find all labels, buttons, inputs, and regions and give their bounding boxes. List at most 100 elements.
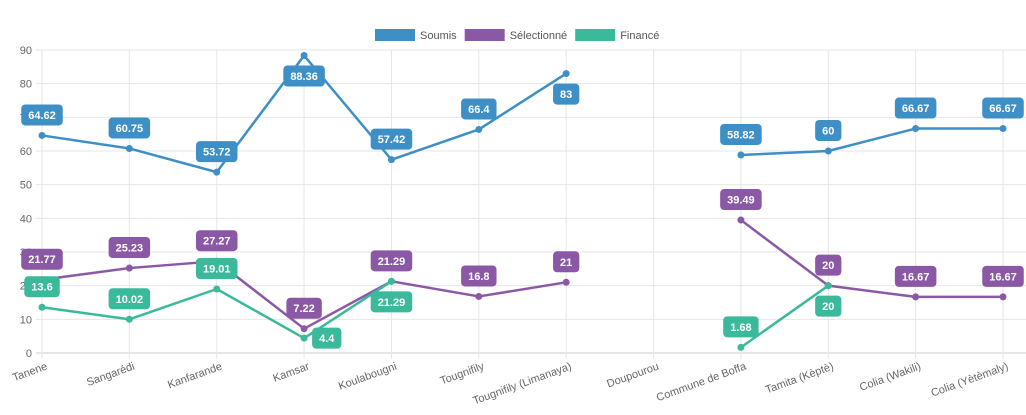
data-point[interactable] [912, 293, 920, 301]
data-point[interactable] [475, 292, 483, 300]
svg-text:13.6: 13.6 [31, 282, 52, 294]
x-tick-label: Koulabougni [337, 361, 399, 393]
data-label: 1.68 [723, 316, 759, 338]
data-label: 27.27 [195, 230, 238, 252]
svg-text:10.02: 10.02 [116, 294, 144, 306]
legend-label[interactable]: Soumis [420, 30, 457, 42]
data-label: 16.67 [982, 265, 1024, 287]
data-label: 88.36 [283, 65, 325, 87]
data-label: 58.82 [720, 123, 762, 145]
y-tick-label: 80 [20, 79, 32, 91]
svg-text:16.67: 16.67 [989, 271, 1017, 283]
y-tick-label: 90 [20, 45, 32, 57]
data-point[interactable] [38, 131, 46, 139]
data-label: 66.4 [461, 98, 497, 120]
svg-text:21.77: 21.77 [28, 254, 56, 266]
data-point[interactable] [912, 125, 920, 133]
y-tick-label: 60 [20, 146, 32, 158]
svg-text:53.72: 53.72 [203, 147, 231, 159]
svg-text:7.22: 7.22 [293, 303, 314, 315]
svg-text:4.4: 4.4 [319, 333, 335, 345]
data-label: 7.22 [286, 297, 322, 319]
data-label: 21.29 [370, 250, 413, 272]
data-point[interactable] [125, 315, 133, 323]
data-point[interactable] [387, 277, 395, 285]
svg-text:20: 20 [822, 260, 834, 272]
data-point[interactable] [125, 144, 133, 152]
data-point[interactable] [213, 285, 221, 293]
data-point[interactable] [737, 216, 745, 224]
x-tick-label: Colia (Yètèmaly) [930, 361, 1011, 400]
legend-swatch[interactable] [375, 29, 415, 41]
data-point[interactable] [387, 156, 395, 164]
data-label: 20 [815, 254, 842, 276]
series-Soumis [38, 52, 1007, 176]
data-label: 21.77 [21, 248, 63, 270]
y-tick-label: 40 [20, 213, 32, 225]
data-point[interactable] [737, 343, 745, 351]
data-label: 66.67 [894, 97, 937, 119]
data-point[interactable] [562, 70, 570, 78]
x-tick-label: Sangarédi [85, 361, 136, 389]
svg-text:57.42: 57.42 [378, 134, 406, 146]
data-point[interactable] [999, 125, 1007, 133]
data-point[interactable] [300, 325, 308, 333]
svg-text:66.67: 66.67 [989, 103, 1017, 115]
svg-text:83: 83 [560, 89, 572, 101]
data-point[interactable] [300, 334, 308, 342]
y-tick-label: 0 [26, 348, 32, 360]
series-line [740, 219, 1003, 299]
data-point[interactable] [737, 151, 745, 159]
x-tick-label: Tougnifily (Limanaya) [471, 361, 573, 408]
svg-text:60.75: 60.75 [116, 123, 144, 135]
legend-label[interactable]: Financé [620, 30, 659, 42]
data-label: 60 [815, 120, 842, 141]
data-point[interactable] [475, 125, 483, 133]
svg-text:88.36: 88.36 [290, 71, 318, 83]
svg-text:39.49: 39.49 [727, 195, 755, 207]
svg-text:21.29: 21.29 [378, 297, 406, 309]
data-label: 16.67 [894, 265, 937, 287]
svg-text:66.4: 66.4 [468, 104, 490, 116]
data-point[interactable] [824, 147, 832, 155]
data-label: 20 [815, 295, 842, 317]
x-tick-label: Tanene [11, 361, 49, 385]
data-label: 4.4 [312, 327, 342, 349]
data-label: 21 [553, 251, 580, 273]
data-label: 60.75 [108, 117, 151, 139]
legend-swatch[interactable] [464, 29, 505, 41]
data-point[interactable] [38, 303, 46, 311]
x-tick-label: Kanfarande [166, 361, 224, 392]
data-label: 83 [553, 83, 580, 105]
svg-text:21: 21 [560, 257, 572, 269]
data-point[interactable] [999, 293, 1007, 301]
svg-text:25.23: 25.23 [116, 243, 144, 255]
svg-text:1.68: 1.68 [730, 322, 751, 334]
data-point[interactable] [213, 168, 221, 176]
y-tick-label: 10 [20, 314, 32, 326]
data-point[interactable] [824, 282, 832, 290]
data-label: 13.6 [24, 276, 60, 298]
x-tick-label: Colia (Wakili) [858, 361, 923, 394]
legend-label[interactable]: Sélectionné [510, 30, 568, 42]
data-label: 66.67 [982, 97, 1024, 119]
legend-swatch[interactable] [575, 29, 616, 41]
data-label: 25.23 [108, 237, 151, 259]
data-point[interactable] [125, 264, 133, 272]
data-label: 19.01 [195, 257, 238, 279]
svg-text:19.01: 19.01 [203, 263, 231, 275]
x-tick-label: Commune de Boffa [655, 360, 749, 404]
svg-text:64.62: 64.62 [28, 110, 56, 122]
series-Sélectionné [38, 216, 1007, 333]
svg-text:21.29: 21.29 [378, 256, 406, 268]
x-tick-label: Doupourou [605, 361, 660, 391]
svg-text:60: 60 [822, 126, 834, 138]
svg-text:27.27: 27.27 [203, 236, 231, 248]
data-label: 57.42 [370, 128, 413, 150]
data-point[interactable] [300, 52, 308, 60]
data-point[interactable] [562, 278, 570, 286]
svg-text:16.67: 16.67 [902, 271, 930, 283]
y-tick-label: 50 [20, 180, 32, 192]
data-label: 64.62 [21, 104, 63, 126]
x-tick-label: Kamsar [271, 360, 311, 384]
